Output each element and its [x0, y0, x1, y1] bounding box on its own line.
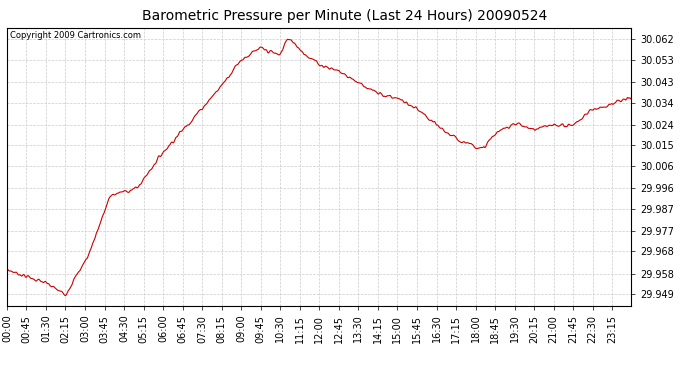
- Text: Barometric Pressure per Minute (Last 24 Hours) 20090524: Barometric Pressure per Minute (Last 24 …: [142, 9, 548, 23]
- Text: Copyright 2009 Cartronics.com: Copyright 2009 Cartronics.com: [10, 31, 141, 40]
